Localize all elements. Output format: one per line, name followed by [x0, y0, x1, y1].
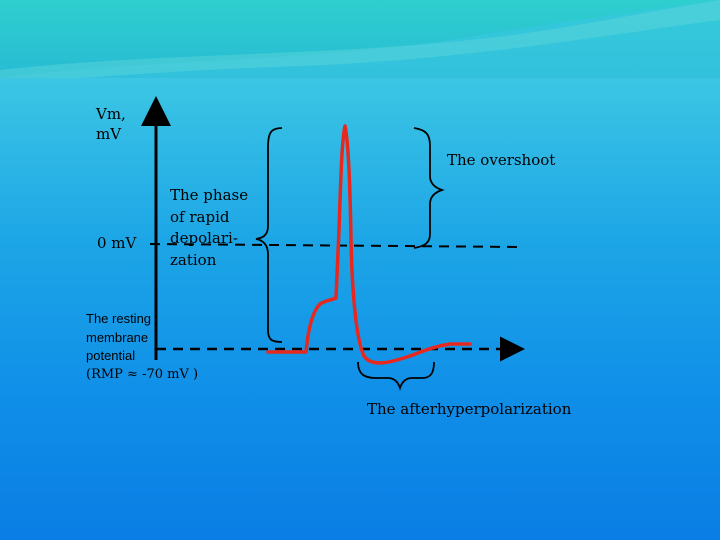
resting-line-2: membrane [86, 329, 149, 345]
content-panel [0, 78, 720, 540]
rapid-depolarization-line-1: The phase [170, 186, 249, 204]
rapid-depolarization-line-3: depolari- [170, 229, 238, 247]
resting-potential-label: The resting membrane potential (RMP ≈ -7… [86, 310, 198, 384]
resting-line-1: The resting [86, 311, 152, 326]
rapid-depolarization-line-2: of rapid [170, 207, 230, 226]
rapid-depolarization-label: The phase of rapid depolari- zation [170, 185, 248, 271]
resting-line-3: potential [86, 348, 136, 363]
y-axis-label-line-1: Vm, [96, 105, 126, 123]
afterhyperpolarization-label: The afterhyperpolarization [367, 400, 572, 418]
overshoot-label: The overshoot [447, 151, 556, 169]
y-axis-label: Vm, mV [96, 104, 126, 144]
action-potential-trace [266, 124, 472, 365]
zero-line [149, 243, 523, 248]
afterhyperpolarization-brace [357, 361, 435, 391]
resting-line-4: (RMP ≈ -70 mV ) [86, 366, 199, 382]
rapid-depolarization-line-4: zation [170, 250, 217, 269]
zero-mv-label: 0 mV [97, 234, 137, 252]
y-axis-label-line-2: mV [96, 125, 122, 143]
depolarization-bracket [255, 127, 283, 343]
overshoot-brace [413, 127, 445, 249]
